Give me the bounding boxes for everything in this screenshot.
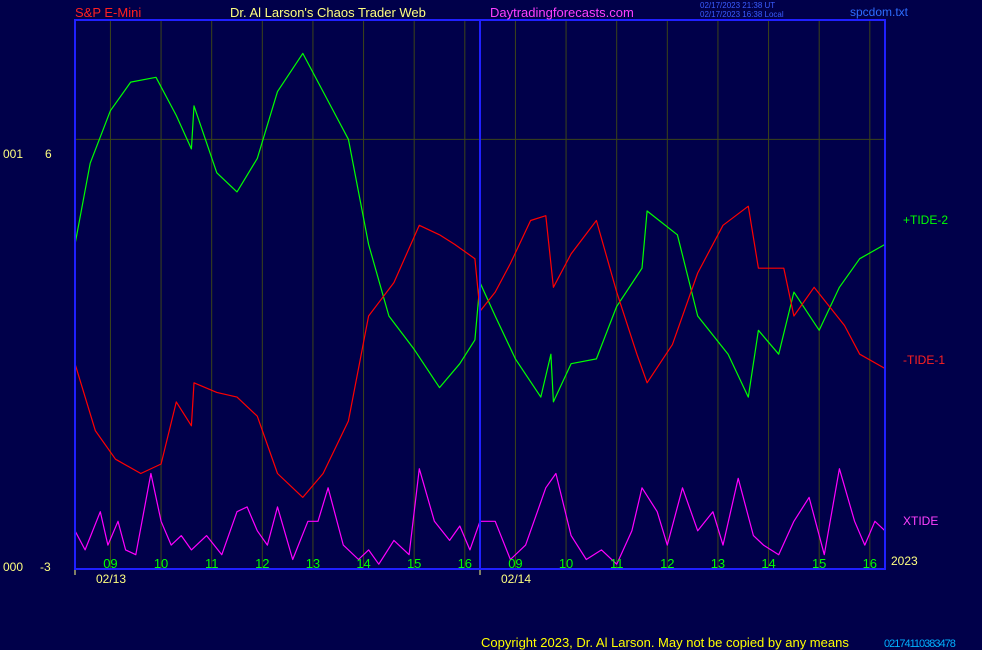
x-hour-tick-label-10: 11 (610, 556, 624, 571)
x-hour-tick-label-1: 10 (154, 556, 168, 571)
x-hour-tick-label-9: 10 (559, 556, 573, 571)
x-hour-tick-label-4: 13 (306, 556, 320, 571)
x-hour-tick-label-6: 15 (407, 556, 421, 571)
tick-layer: 09 10 11 12 13 14 15 16 09 10 11 12 13 14 15 16 02/13 02/… (74, 556, 877, 586)
year-label: 2023 (891, 554, 918, 568)
timestamp-ut: 02/17/2023 21:38 UT (700, 1, 776, 10)
x-date-tick-label-0: 02/13 (96, 572, 126, 586)
y-top-left-label: 001 (3, 147, 24, 161)
x-hour-tick-label-14: 15 (812, 556, 826, 571)
y-bottom-value-label: -3 (40, 560, 51, 574)
series-line-xtide (74, 468, 886, 565)
y-top-value-label: 6 (45, 147, 52, 161)
symbol-label: S&P E-Mini (75, 5, 142, 20)
copyright-notice: Copyright 2023, Dr. Al Larson. May not b… (481, 635, 849, 650)
x-hour-tick-label-5: 14 (356, 556, 370, 571)
timestamp-local: 02/17/2023 16:38 Local (700, 10, 784, 19)
x-hour-tick-label-7: 16 (458, 556, 472, 571)
series-label-tide1: -TIDE-1 (903, 353, 945, 367)
x-date-tick-label-1: 02/14 (501, 572, 531, 586)
x-hour-tick-label-15: 16 (863, 556, 877, 571)
y-bottom-left-label: 000 (3, 560, 24, 574)
chart-title: Dr. Al Larson's Chaos Trader Web (230, 5, 426, 20)
series-label-tide2: +TIDE-2 (903, 213, 949, 227)
x-hour-tick-label-0: 09 (103, 556, 117, 571)
x-hour-tick-label-2: 11 (205, 556, 219, 571)
x-hour-tick-label-12: 13 (711, 556, 725, 571)
copyright-code: 02174110383478 (884, 638, 956, 650)
x-hour-tick-label-8: 09 (508, 556, 522, 571)
data-file-label: spcdom.txt (850, 5, 909, 19)
x-hour-tick-label-3: 12 (255, 556, 269, 571)
x-hour-tick-label-11: 12 (660, 556, 674, 571)
site-link[interactable]: Daytradingforecasts.com (490, 5, 634, 20)
x-hour-tick-label-13: 14 (761, 556, 775, 571)
series-label-xtide: XTIDE (903, 514, 939, 528)
